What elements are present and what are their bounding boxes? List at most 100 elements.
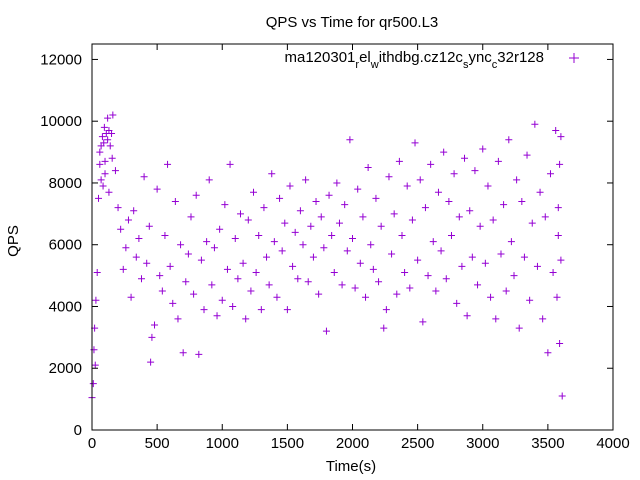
data-point	[556, 340, 564, 348]
data-point	[291, 228, 299, 236]
data-point	[268, 170, 276, 178]
data-point	[546, 170, 554, 178]
data-point	[148, 333, 156, 341]
x-tick-label: 1500	[271, 435, 304, 452]
data-point	[278, 247, 286, 255]
data-point	[447, 231, 455, 239]
data-point	[479, 145, 487, 153]
data-point	[411, 139, 419, 147]
chart-title: QPS vs Time for qr500.L3	[266, 14, 439, 31]
data-point	[539, 315, 547, 323]
data-point	[481, 259, 489, 267]
data-point	[177, 241, 185, 249]
data-point	[100, 123, 108, 131]
data-point	[322, 327, 330, 335]
data-point	[109, 111, 117, 119]
data-point	[289, 262, 297, 270]
data-point	[299, 241, 307, 249]
data-point	[307, 222, 315, 230]
data-point	[145, 222, 153, 230]
data-point	[364, 164, 372, 172]
data-point	[252, 269, 260, 277]
data-point	[434, 188, 442, 196]
data-point	[105, 188, 113, 196]
data-point	[276, 194, 284, 202]
data-point	[281, 219, 289, 227]
x-tick-label: 0	[88, 435, 96, 452]
data-point	[169, 299, 177, 307]
data-point	[557, 256, 565, 264]
data-point	[95, 194, 103, 202]
data-point	[393, 290, 401, 298]
data-point	[161, 231, 169, 239]
data-point	[453, 299, 461, 307]
data-point	[494, 157, 502, 165]
data-point	[398, 231, 406, 239]
x-tick-label: 1000	[206, 435, 239, 452]
data-point	[182, 278, 190, 286]
data-point	[203, 238, 211, 246]
x-tick-label: 500	[145, 435, 170, 452]
data-point	[320, 244, 328, 252]
data-point	[96, 160, 104, 168]
data-point	[526, 296, 534, 304]
y-tick-label: 6000	[49, 237, 82, 254]
data-point	[171, 197, 179, 205]
data-point	[507, 238, 515, 246]
data-point	[541, 213, 549, 221]
data-point	[335, 219, 343, 227]
y-tick-label: 4000	[49, 298, 82, 315]
data-point	[369, 265, 377, 273]
scatter-points	[88, 111, 566, 402]
data-point	[218, 296, 226, 304]
data-point	[166, 262, 174, 270]
y-tick-label: 12000	[40, 51, 82, 68]
data-point	[474, 281, 482, 289]
data-point	[114, 204, 122, 212]
data-point	[158, 287, 166, 295]
data-point	[359, 213, 367, 221]
data-point	[315, 290, 323, 298]
data-point	[231, 235, 239, 243]
data-point	[432, 287, 440, 295]
data-point	[401, 269, 409, 277]
data-point	[200, 306, 208, 314]
data-point	[351, 284, 359, 292]
data-point	[515, 324, 523, 332]
data-point	[554, 204, 562, 212]
data-point	[135, 235, 143, 243]
data-point	[127, 293, 135, 301]
data-point	[377, 222, 385, 230]
data-point	[531, 120, 539, 128]
data-point	[197, 256, 205, 264]
x-tick-label: 2500	[401, 435, 434, 452]
data-point	[270, 238, 278, 246]
data-point	[187, 213, 195, 221]
data-point	[124, 216, 132, 224]
data-point	[346, 136, 354, 144]
data-point	[97, 176, 105, 184]
data-point	[497, 250, 505, 258]
data-point	[263, 253, 271, 261]
data-point	[558, 392, 566, 400]
data-point	[395, 157, 403, 165]
data-point	[416, 176, 424, 184]
legend-marker	[569, 53, 579, 63]
data-point	[471, 167, 479, 175]
data-point	[354, 185, 362, 193]
data-point	[408, 216, 416, 224]
data-point	[429, 238, 437, 246]
data-point	[108, 130, 116, 138]
y-tick-label: 0	[74, 422, 82, 439]
data-point	[96, 148, 104, 156]
data-point	[147, 358, 155, 366]
data-point	[195, 350, 203, 358]
data-point	[312, 197, 320, 205]
data-point	[229, 302, 237, 310]
data-point	[273, 293, 281, 301]
data-point	[349, 235, 356, 243]
data-point	[108, 154, 116, 162]
data-point	[513, 176, 521, 184]
data-point	[192, 191, 200, 199]
data-point	[328, 231, 336, 239]
